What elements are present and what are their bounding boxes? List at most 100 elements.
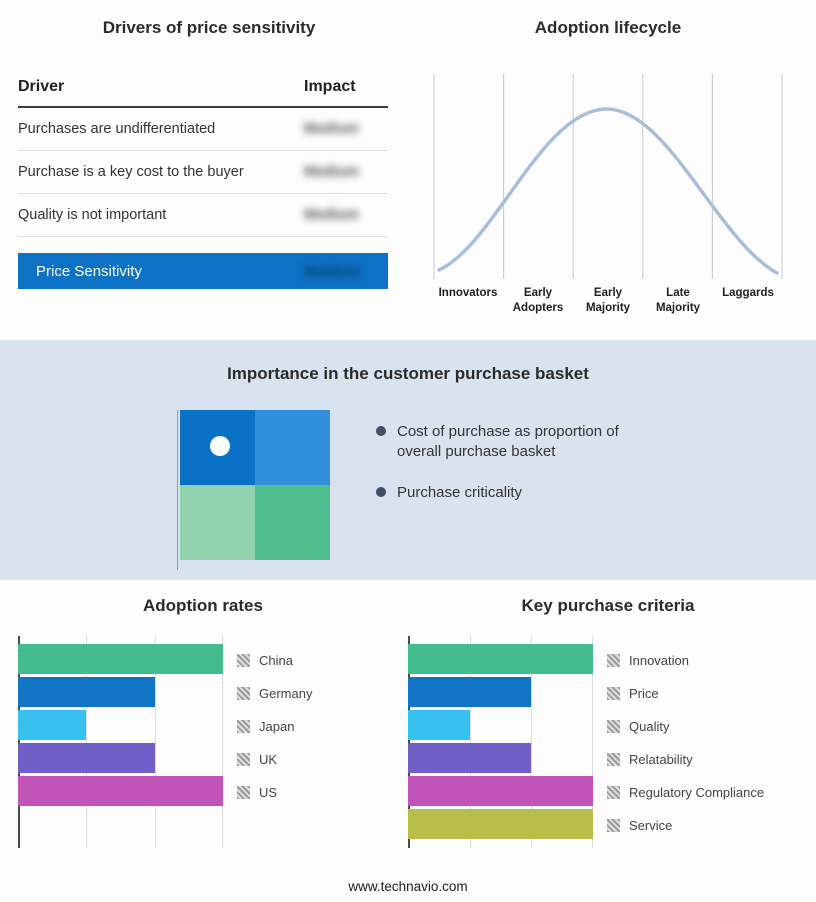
impact-column-header: Impact (304, 78, 356, 95)
gridline (531, 636, 533, 848)
legend-item: Service (607, 809, 764, 842)
key-criteria-legend: Innovation Price Quality Relatability (607, 644, 764, 848)
legend-swatch-hatched (607, 786, 620, 799)
bar-us (18, 776, 223, 806)
legend-item: Regulatory Compliance (607, 776, 764, 809)
gridline (86, 636, 88, 848)
driver-cell: Quality is not important (18, 207, 167, 223)
top-section: Drivers of price sensitivity Driver Impa… (0, 0, 816, 340)
gridlines (433, 74, 783, 279)
basket-content: Cost of purchase as proportion of overal… (177, 410, 816, 570)
bell-curve-svg (433, 74, 783, 279)
legend-label: UK (259, 752, 278, 767)
legend-label: Relatability (629, 752, 693, 767)
legend-swatch-hatched (607, 687, 620, 700)
lifecycle-title: Adoption lifecycle (534, 18, 682, 37)
bullet-text: Cost of purchase as proportion of overal… (397, 423, 619, 460)
legend-item: Relatability (607, 743, 764, 776)
legend-item: UK (237, 743, 312, 776)
basket-title: Importance in the customer purchase bask… (227, 364, 589, 383)
lifecycle-stage-labels: Innovators Early Adopters Early Majority… (433, 286, 783, 316)
legend-swatch-hatched (607, 753, 620, 766)
impact-cell-redacted: Medium (304, 207, 359, 223)
driver-cell: Purchases are undifferentiated (18, 121, 216, 137)
purchase-basket-section: Importance in the customer purchase bask… (0, 340, 816, 580)
bottom-section: Adoption rates (0, 580, 816, 902)
stage-label: Early Majority (585, 287, 631, 314)
drivers-table: Driver Impact Purchases are undifferenti… (18, 78, 388, 237)
lifecycle-curve-chart (433, 74, 783, 284)
stage-label: Late Majority (655, 287, 701, 314)
bullet-text: Purchase criticality (397, 484, 523, 501)
list-item: Purchase criticality (376, 483, 641, 503)
basket-bullet-list: Cost of purchase as proportion of overal… (376, 422, 641, 525)
bell-curve-path (437, 107, 779, 275)
bar-service (408, 809, 593, 839)
y-axis-line (18, 636, 20, 848)
legend-label: Japan (259, 719, 295, 734)
adoption-rates-title: Adoption rates (143, 596, 263, 615)
legend-label: Quality (629, 719, 670, 734)
key-criteria-plot (408, 636, 594, 848)
stage-label: Laggards (722, 287, 774, 299)
bar-regulatory-compliance (408, 776, 593, 806)
quadrant-top-left (180, 410, 255, 485)
bar-group (18, 636, 223, 806)
table-row: Quality is not important Medium (18, 194, 388, 237)
quadrant-graphic (177, 410, 330, 570)
drivers-title: Drivers of price sensitivity (102, 18, 316, 37)
bar-germany (18, 677, 155, 707)
legend-item: Innovation (607, 644, 764, 677)
legend-label: Regulatory Compliance (629, 785, 765, 800)
legend-swatch-hatched (237, 753, 250, 766)
drivers-table-header: Driver Impact (18, 78, 388, 108)
legend-label: Innovation (629, 653, 689, 668)
driver-column-header: Driver (18, 78, 65, 95)
table-row: Purchases are undifferentiated Medium (18, 108, 388, 151)
adoption-rates-plot (18, 636, 224, 848)
key-criteria-body: Innovation Price Quality Relatability (408, 636, 808, 848)
legend-swatch-hatched (607, 720, 620, 733)
bar-japan (18, 710, 87, 740)
legend-item: US (237, 776, 312, 809)
adoption-rates-chart: Adoption rates (18, 596, 388, 902)
summary-impact-redacted: Medium (304, 262, 361, 280)
adoption-rates-legend: China Germany Japan UK (237, 644, 312, 848)
legend-swatch-hatched (237, 786, 250, 799)
stage-label: Innovators (438, 287, 498, 299)
quadrant-bottom-right (255, 485, 330, 560)
legend-swatch-hatched (237, 687, 250, 700)
bar-price (408, 677, 532, 707)
bar-group (408, 636, 593, 839)
website-footer: www.technavio.com (348, 879, 468, 894)
impact-cell-redacted: Medium (304, 121, 359, 137)
legend-swatch-hatched (607, 819, 620, 832)
legend-item: Price (607, 677, 764, 710)
legend-label: Price (629, 686, 659, 701)
key-criteria-title: Key purchase criteria (521, 596, 695, 615)
legend-item: Japan (237, 710, 312, 743)
quadrant-axis-line (177, 410, 178, 570)
legend-swatch-hatched (607, 654, 620, 667)
legend-item: China (237, 644, 312, 677)
impact-cell-redacted: Medium (304, 164, 359, 180)
quadrant-squares (180, 410, 330, 560)
gridline (469, 636, 471, 848)
adoption-rates-body: China Germany Japan UK (18, 636, 388, 848)
legend-item: Quality (607, 710, 764, 743)
key-purchase-criteria-chart: Key purchase criteria (408, 596, 808, 902)
adoption-lifecycle-panel: Adoption lifecycle Innovators Ea (400, 0, 816, 340)
gridline (222, 636, 224, 848)
bar-quality (408, 710, 470, 740)
legend-label: Service (629, 818, 673, 833)
driver-cell: Purchase is a key cost to the buyer (18, 164, 244, 180)
bar-china (18, 644, 223, 674)
price-sensitivity-panel: Drivers of price sensitivity Driver Impa… (0, 0, 400, 340)
quadrant-bottom-left (180, 485, 255, 560)
price-sensitivity-summary-bar: Price Sensitivity Medium (18, 253, 388, 289)
summary-label: Price Sensitivity (36, 262, 142, 280)
bullet-icon (376, 487, 386, 497)
y-axis-line (408, 636, 410, 848)
legend-label: US (259, 785, 278, 800)
